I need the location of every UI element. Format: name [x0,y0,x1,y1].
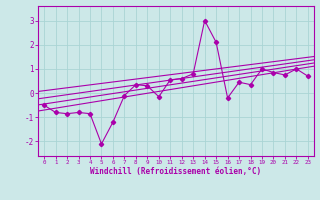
X-axis label: Windchill (Refroidissement éolien,°C): Windchill (Refroidissement éolien,°C) [91,167,261,176]
